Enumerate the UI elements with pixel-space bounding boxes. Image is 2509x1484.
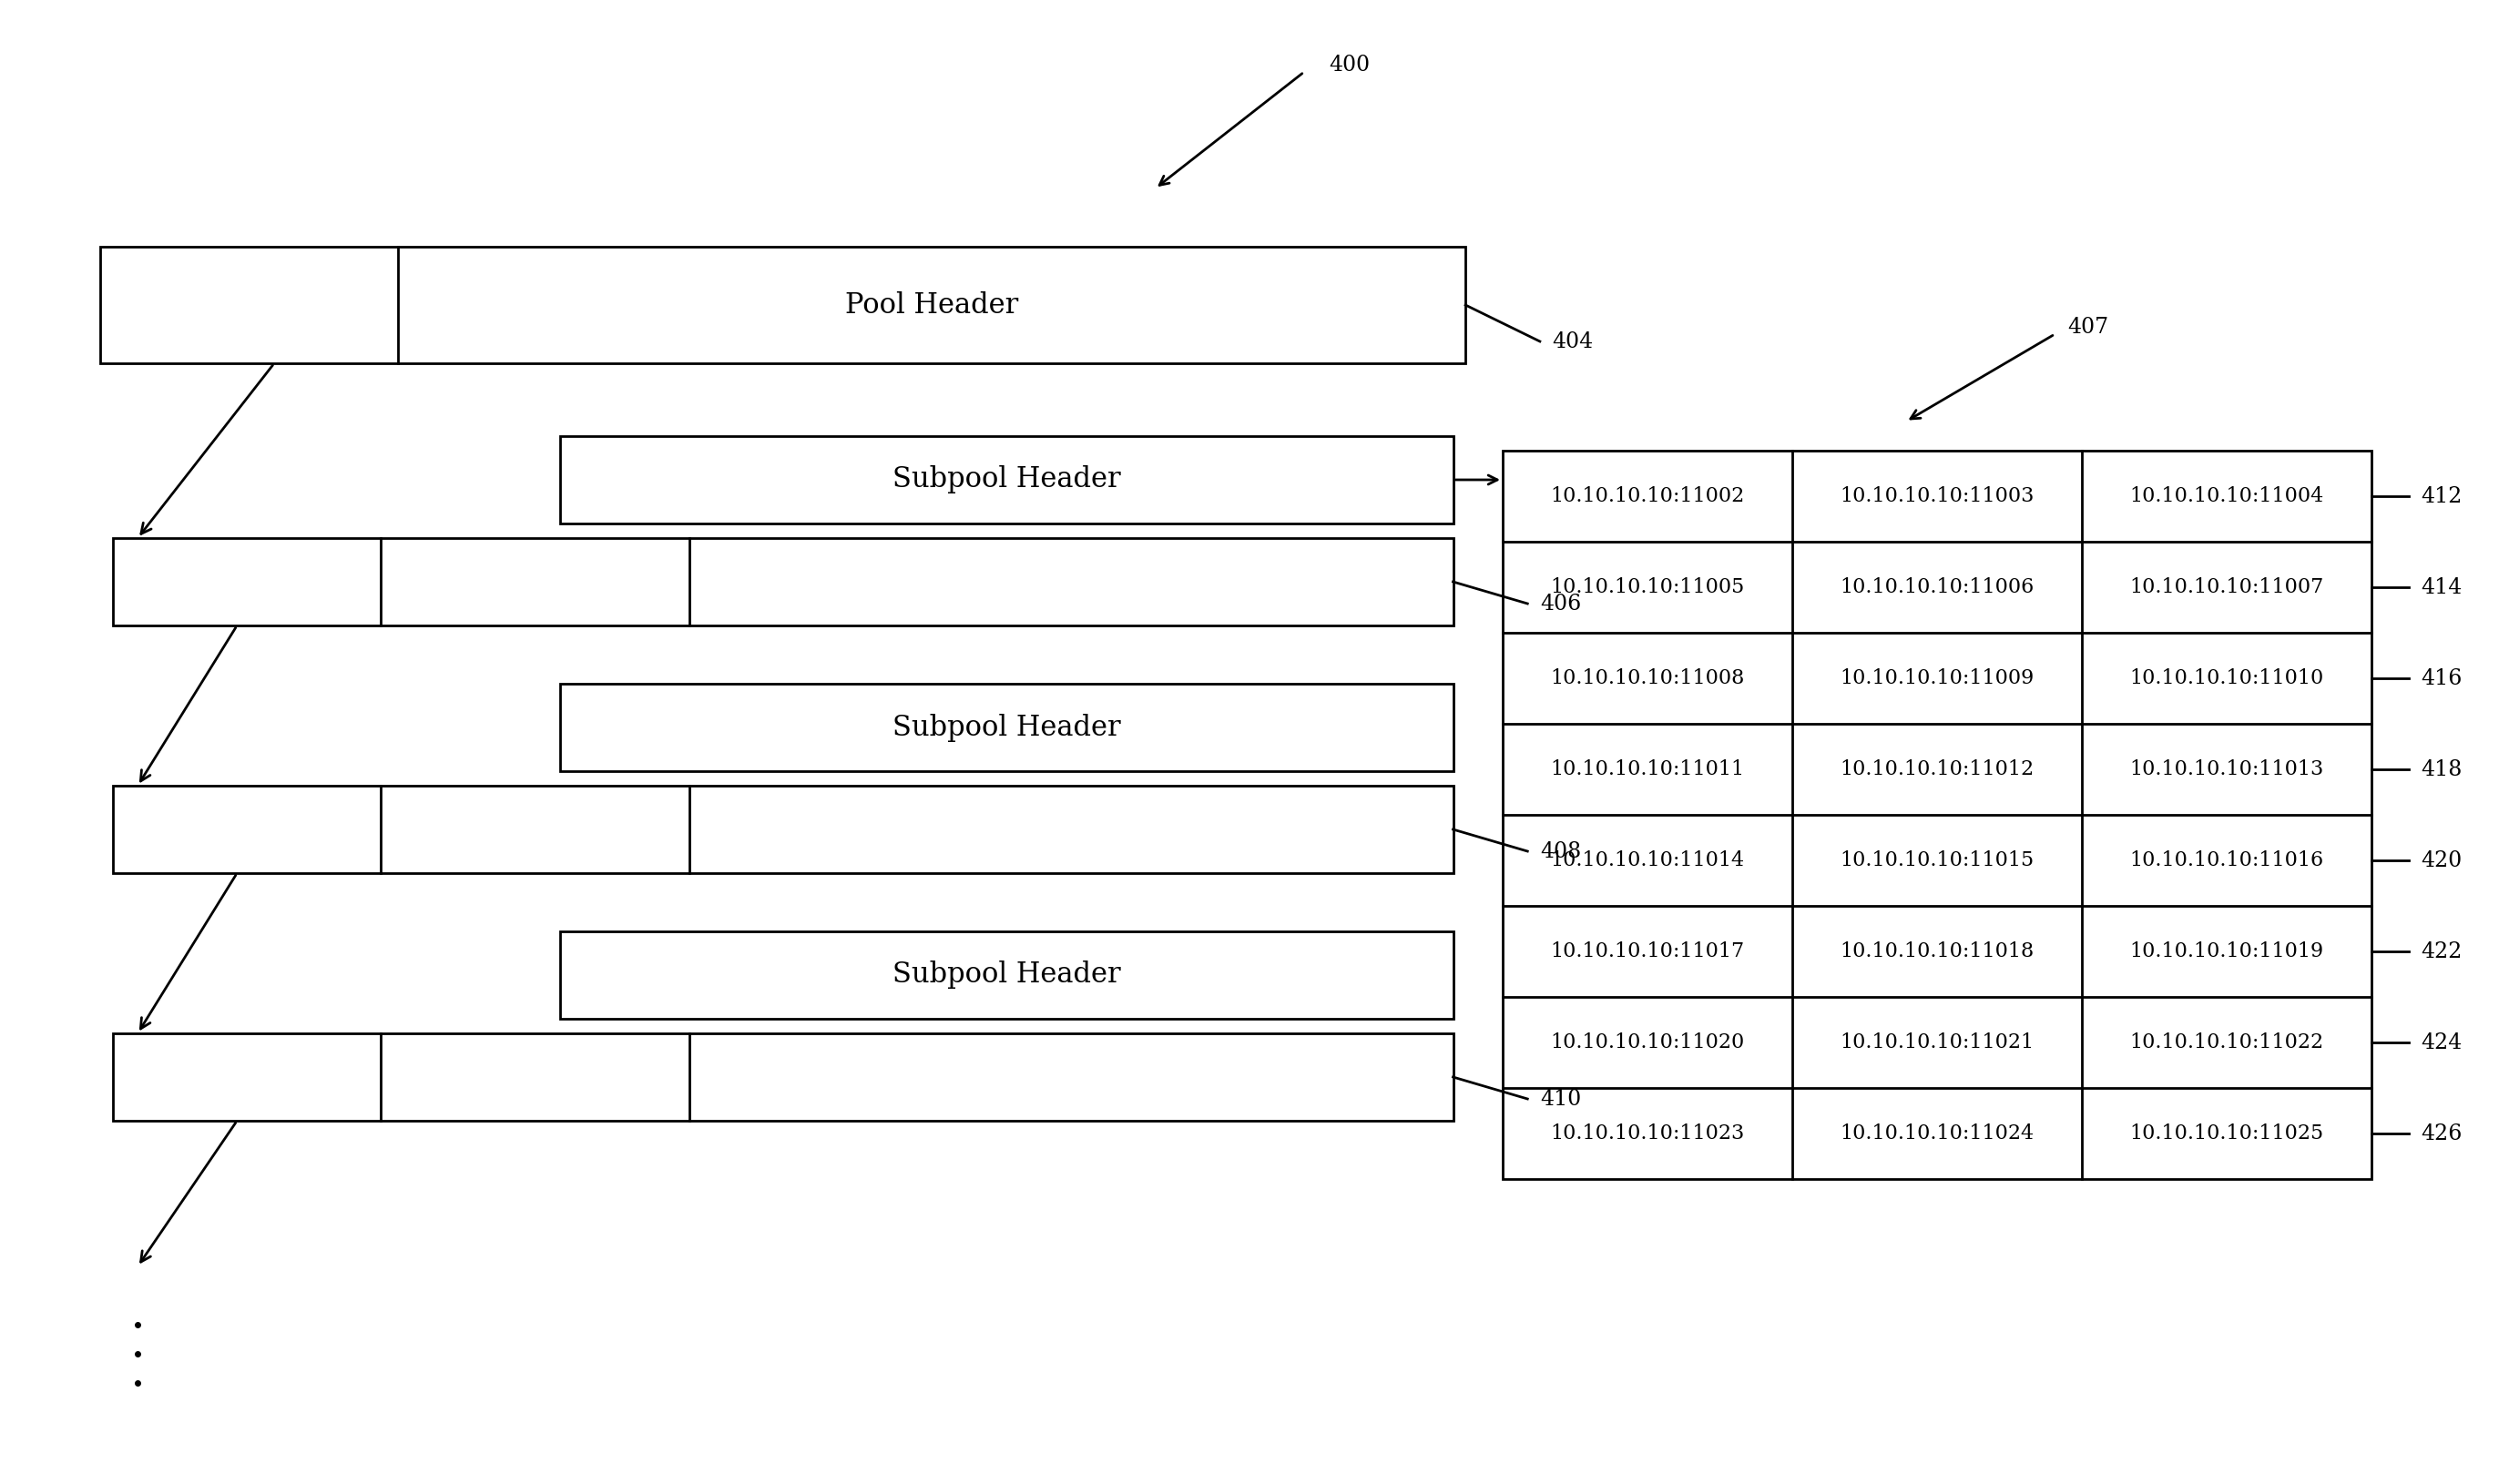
Text: Subpool Header: Subpool Header xyxy=(893,962,1122,990)
Text: 412: 412 xyxy=(2421,485,2461,506)
Text: 406: 406 xyxy=(1541,594,1581,614)
Bar xyxy=(560,932,1453,1020)
Text: 404: 404 xyxy=(1553,331,1593,352)
Text: 426: 426 xyxy=(2421,1123,2461,1144)
Text: 10.10.10.10:11003: 10.10.10.10:11003 xyxy=(1839,487,2035,506)
Text: Subpool Header: Subpool Header xyxy=(893,466,1122,494)
Text: 10.10.10.10:11007: 10.10.10.10:11007 xyxy=(2130,577,2323,597)
Text: 10.10.10.10:11004: 10.10.10.10:11004 xyxy=(2130,487,2323,506)
Text: 10.10.10.10:11018: 10.10.10.10:11018 xyxy=(1839,941,2035,962)
Text: 416: 416 xyxy=(2421,668,2461,689)
Bar xyxy=(100,246,1465,364)
Text: 10.10.10.10:11025: 10.10.10.10:11025 xyxy=(2130,1123,2323,1144)
Text: 10.10.10.10:11005: 10.10.10.10:11005 xyxy=(1551,577,1744,597)
Text: Pool Header: Pool Header xyxy=(846,291,1019,319)
Bar xyxy=(560,684,1453,772)
Text: 10.10.10.10:11020: 10.10.10.10:11020 xyxy=(1551,1033,1744,1052)
Text: 10.10.10.10:11009: 10.10.10.10:11009 xyxy=(1839,668,2035,689)
Text: 410: 410 xyxy=(1541,1088,1581,1110)
Text: 424: 424 xyxy=(2421,1031,2461,1054)
Text: 418: 418 xyxy=(2421,758,2461,779)
Text: 10.10.10.10:11002: 10.10.10.10:11002 xyxy=(1551,487,1744,506)
Text: 10.10.10.10:11015: 10.10.10.10:11015 xyxy=(1839,850,2035,871)
Bar xyxy=(560,436,1453,524)
Text: 10.10.10.10:11006: 10.10.10.10:11006 xyxy=(1839,577,2035,597)
Text: 10.10.10.10:11019: 10.10.10.10:11019 xyxy=(2130,941,2323,962)
Text: Subpool Header: Subpool Header xyxy=(893,714,1122,742)
Text: 10.10.10.10:11023: 10.10.10.10:11023 xyxy=(1551,1123,1744,1144)
Text: 408: 408 xyxy=(1541,841,1581,862)
Text: 10.10.10.10:11014: 10.10.10.10:11014 xyxy=(1551,850,1744,871)
Text: 10.10.10.10:11017: 10.10.10.10:11017 xyxy=(1551,941,1744,962)
Bar xyxy=(113,539,1453,625)
Text: 420: 420 xyxy=(2421,850,2461,871)
Text: 10.10.10.10:11016: 10.10.10.10:11016 xyxy=(2130,850,2323,871)
Text: 10.10.10.10:11012: 10.10.10.10:11012 xyxy=(1839,760,2035,779)
Bar xyxy=(1503,451,2371,1178)
Text: 422: 422 xyxy=(2421,941,2461,962)
Text: 10.10.10.10:11013: 10.10.10.10:11013 xyxy=(2130,760,2323,779)
Bar xyxy=(113,785,1453,873)
Bar xyxy=(113,1033,1453,1120)
Text: 10.10.10.10:11022: 10.10.10.10:11022 xyxy=(2130,1033,2323,1052)
Text: 400: 400 xyxy=(1330,55,1370,76)
Text: 10.10.10.10:11010: 10.10.10.10:11010 xyxy=(2130,668,2323,689)
Text: 10.10.10.10:11008: 10.10.10.10:11008 xyxy=(1551,668,1744,689)
Text: 414: 414 xyxy=(2421,577,2461,598)
Text: 10.10.10.10:11011: 10.10.10.10:11011 xyxy=(1551,760,1744,779)
Text: 10.10.10.10:11024: 10.10.10.10:11024 xyxy=(1839,1123,2035,1144)
Text: 407: 407 xyxy=(2067,316,2108,337)
Text: 10.10.10.10:11021: 10.10.10.10:11021 xyxy=(1839,1033,2035,1052)
